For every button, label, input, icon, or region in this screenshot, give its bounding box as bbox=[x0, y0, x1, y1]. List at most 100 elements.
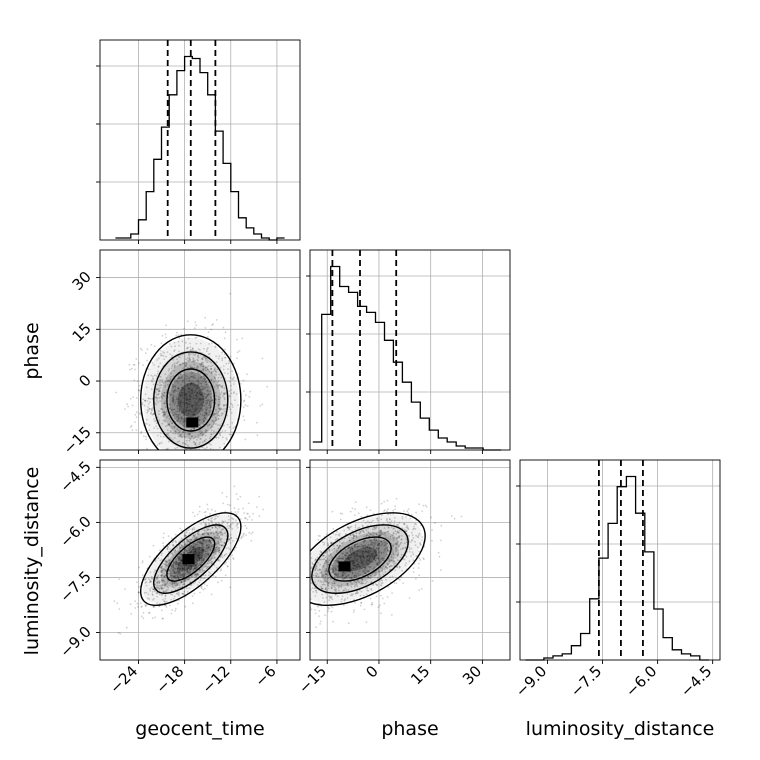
scatter-point bbox=[340, 542, 343, 545]
scatter-point bbox=[405, 515, 407, 518]
scatter-point bbox=[154, 560, 157, 563]
scatter-point bbox=[219, 431, 222, 434]
scatter-point bbox=[147, 593, 150, 596]
scatter-point bbox=[196, 380, 199, 383]
scatter-point bbox=[331, 584, 334, 587]
scatter-point bbox=[200, 403, 202, 406]
scatter-point bbox=[366, 551, 369, 554]
scatter-point bbox=[143, 435, 145, 438]
scatter-point bbox=[198, 541, 201, 544]
scatter-point bbox=[357, 580, 359, 582]
scatter-point bbox=[189, 366, 192, 369]
scatter-point bbox=[376, 544, 379, 546]
scatter-point bbox=[188, 566, 190, 568]
scatter-point bbox=[230, 524, 232, 526]
scatter-point bbox=[193, 536, 196, 539]
scatter-point bbox=[211, 520, 214, 523]
scatter-point bbox=[161, 569, 164, 572]
scatter-point bbox=[187, 468, 189, 470]
scatter-point bbox=[186, 549, 189, 552]
scatter-point bbox=[201, 552, 204, 554]
scatter-point bbox=[354, 601, 356, 604]
scatter-point bbox=[213, 536, 216, 539]
scatter-point bbox=[162, 451, 164, 453]
scatter-point bbox=[212, 399, 214, 401]
scatter-point bbox=[151, 361, 154, 364]
scatter-point bbox=[180, 558, 183, 561]
scatter-point bbox=[170, 577, 173, 580]
contour-line bbox=[139, 334, 242, 450]
scatter-point bbox=[160, 396, 163, 398]
scatter-point bbox=[233, 376, 235, 379]
scatter-point bbox=[341, 557, 343, 560]
scatter-point bbox=[383, 541, 385, 544]
scatter-point bbox=[341, 575, 344, 578]
scatter-point bbox=[222, 528, 225, 531]
scatter-point bbox=[387, 545, 390, 548]
scatter-point bbox=[219, 534, 222, 536]
scatter-point bbox=[171, 422, 173, 424]
scatter-point bbox=[386, 553, 389, 556]
scatter-point bbox=[420, 588, 423, 590]
scatter-point bbox=[204, 431, 207, 433]
scatter-point bbox=[366, 559, 368, 562]
scatter-point bbox=[167, 451, 169, 453]
scatter-point bbox=[333, 582, 336, 585]
scatter-point bbox=[321, 583, 324, 586]
scatter-point bbox=[368, 558, 371, 560]
scatter-point bbox=[212, 370, 215, 373]
contour-line bbox=[153, 351, 229, 449]
scatter-point bbox=[354, 556, 356, 559]
scatter-point bbox=[231, 404, 234, 406]
scatter-point bbox=[369, 555, 372, 557]
scatter-point bbox=[192, 548, 195, 551]
scatter-point bbox=[178, 387, 180, 390]
scatter-point bbox=[364, 566, 367, 569]
scatter-point bbox=[360, 602, 363, 604]
scatter-point bbox=[394, 530, 397, 533]
scatter-point bbox=[231, 370, 234, 372]
density-shade bbox=[160, 361, 221, 439]
scatter-point bbox=[192, 358, 195, 361]
scatter-point bbox=[185, 393, 188, 396]
scatter-point bbox=[159, 349, 162, 352]
scatter-point bbox=[177, 555, 179, 558]
scatter-point bbox=[171, 412, 174, 415]
scatter-point bbox=[308, 579, 310, 581]
scatter-point bbox=[232, 378, 235, 380]
scatter-point bbox=[341, 574, 344, 577]
scatter-point bbox=[196, 573, 199, 575]
scatter-point bbox=[408, 535, 410, 537]
scatter-point bbox=[373, 554, 376, 557]
scatter-point bbox=[197, 384, 200, 387]
scatter-point bbox=[185, 384, 188, 387]
scatter-point bbox=[164, 406, 167, 409]
scatter-point bbox=[337, 546, 340, 549]
scatter-point bbox=[197, 356, 200, 359]
scatter-point bbox=[215, 419, 218, 422]
scatter-point bbox=[229, 533, 232, 536]
scatter-point bbox=[211, 371, 213, 374]
scatter-point bbox=[173, 567, 176, 570]
scatter-point bbox=[191, 392, 194, 395]
scatter-point bbox=[175, 570, 178, 573]
scatter-point bbox=[207, 546, 210, 549]
scatter-point bbox=[189, 570, 192, 573]
scatter-point bbox=[229, 376, 232, 379]
scatter-point bbox=[223, 405, 225, 407]
scatter-point bbox=[140, 430, 143, 433]
scatter-point bbox=[217, 410, 220, 413]
scatter-point bbox=[378, 573, 381, 576]
scatter-point bbox=[174, 549, 177, 551]
scatter-point bbox=[417, 567, 420, 569]
scatter-point bbox=[177, 387, 180, 390]
scatter-point bbox=[210, 368, 213, 370]
scatter-point bbox=[400, 553, 403, 556]
scatter-point bbox=[173, 414, 175, 416]
scatter-point bbox=[200, 393, 203, 396]
scatter-point bbox=[349, 554, 351, 557]
scatter-point bbox=[434, 522, 436, 525]
scatter-point bbox=[191, 392, 194, 394]
scatter-point bbox=[217, 398, 220, 401]
scatter-point bbox=[202, 548, 205, 551]
